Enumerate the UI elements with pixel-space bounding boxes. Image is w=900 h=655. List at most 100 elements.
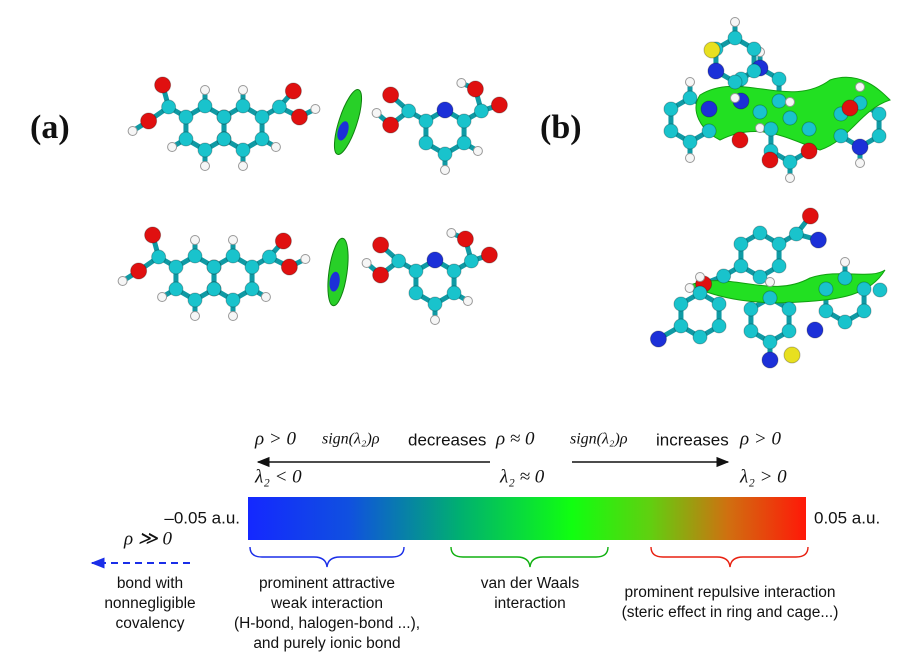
- atom: [236, 143, 250, 157]
- atom: [481, 247, 497, 263]
- atom: [838, 315, 852, 329]
- atom: [191, 312, 200, 321]
- rho-label: ρ ≈ 0: [495, 428, 535, 449]
- atom: [731, 94, 740, 103]
- atom: [772, 237, 786, 251]
- lambda-label: λ₂ > 0: [739, 466, 787, 487]
- atom: [162, 100, 176, 114]
- atom: [402, 104, 416, 118]
- atom: [226, 249, 240, 263]
- atom: [226, 293, 240, 307]
- atom: [857, 304, 871, 318]
- atom: [650, 331, 666, 347]
- atom: [753, 270, 767, 284]
- atom: [753, 226, 767, 240]
- panel-label: (a): [30, 109, 70, 146]
- atom: [447, 229, 456, 238]
- atom: [437, 102, 453, 118]
- description-line: (steric effect in ring and cage...): [622, 604, 839, 621]
- atom: [772, 94, 786, 108]
- atom: [245, 282, 259, 296]
- atom: [169, 282, 183, 296]
- atom: [786, 174, 795, 183]
- atom: [732, 132, 748, 148]
- atom: [457, 136, 471, 150]
- atom: [693, 286, 707, 300]
- descriptions: bond withnonnegligiblecovalencyprominent…: [104, 575, 838, 652]
- atom: [464, 254, 478, 268]
- atom: [229, 312, 238, 321]
- atom: [191, 236, 200, 245]
- atom: [772, 259, 786, 273]
- atom: [747, 64, 761, 78]
- atom: [753, 105, 767, 119]
- atom: [207, 260, 221, 274]
- atom: [457, 231, 473, 247]
- atom: [708, 63, 724, 79]
- atom: [664, 124, 678, 138]
- atom: [491, 97, 507, 113]
- atom: [872, 129, 886, 143]
- description-line: prominent repulsive interaction: [624, 584, 835, 601]
- atom: [702, 124, 716, 138]
- atom: [772, 72, 786, 86]
- atom: [229, 236, 238, 245]
- atom: [734, 259, 748, 273]
- atom: [683, 91, 697, 105]
- atom: [463, 297, 472, 306]
- atom: [763, 335, 777, 349]
- isosurface: [329, 87, 367, 157]
- atom: [717, 269, 731, 283]
- atom: [239, 162, 248, 171]
- atom: [383, 117, 399, 133]
- atom: [188, 293, 202, 307]
- atom: [744, 302, 758, 316]
- atom: [819, 282, 833, 296]
- atom: [704, 42, 720, 58]
- atom: [427, 252, 443, 268]
- atom: [168, 143, 177, 152]
- atom: [128, 127, 137, 136]
- atom: [141, 113, 157, 129]
- atom: [362, 259, 371, 268]
- atom: [693, 330, 707, 344]
- rho-label: ρ > 0: [739, 428, 781, 449]
- atom: [731, 18, 740, 27]
- atom: [807, 322, 823, 338]
- atom: [747, 42, 761, 56]
- lambda-label: λ₂ ≈ 0: [499, 466, 545, 487]
- atom: [786, 98, 795, 107]
- atom: [856, 159, 865, 168]
- atom: [255, 132, 269, 146]
- atom: [447, 286, 461, 300]
- atom: [789, 227, 803, 241]
- atom: [782, 324, 796, 338]
- atom: [712, 297, 726, 311]
- atom: [372, 109, 381, 118]
- atom: [431, 316, 440, 325]
- atom: [152, 250, 166, 264]
- atom: [409, 286, 423, 300]
- atom: [179, 132, 193, 146]
- atom: [857, 282, 871, 296]
- description-line: and purely ionic bond: [253, 635, 400, 652]
- atom: [457, 79, 466, 88]
- atom: [686, 78, 695, 87]
- atom: [852, 139, 868, 155]
- atom: [272, 100, 286, 114]
- atom: [783, 155, 797, 169]
- atom: [763, 291, 777, 305]
- atom: [441, 166, 450, 175]
- atom: [473, 147, 482, 156]
- lambda-label: λ₂ < 0: [254, 466, 302, 487]
- brace: [250, 547, 404, 567]
- atom: [784, 347, 800, 363]
- atom: [419, 114, 433, 128]
- atom: [255, 110, 269, 124]
- description-line: bond with: [117, 575, 183, 592]
- trend-label: decreases: [408, 430, 486, 449]
- atom: [683, 135, 697, 149]
- atom: [428, 297, 442, 311]
- atom: [696, 273, 705, 282]
- atom: [245, 260, 259, 274]
